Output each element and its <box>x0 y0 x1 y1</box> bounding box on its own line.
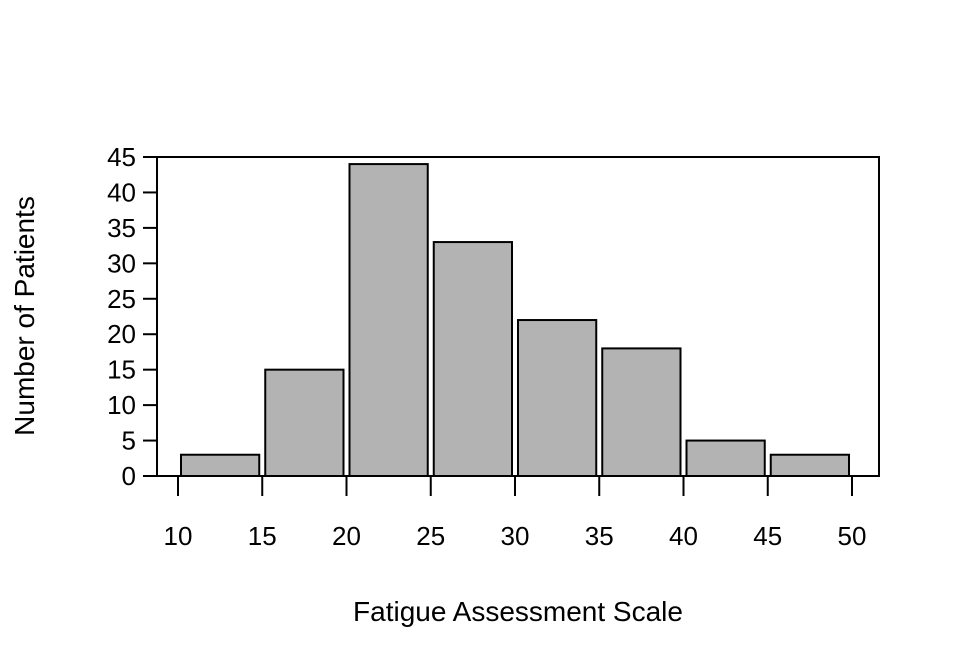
bars <box>180 163 850 478</box>
x-tick-label: 20 <box>332 521 361 551</box>
bar-40-45 <box>685 439 766 477</box>
y-axis: 0 5 10 15 20 25 30 35 40 45 <box>107 142 158 491</box>
x-tick-label: 50 <box>838 521 867 551</box>
x-tick-label: 30 <box>501 521 530 551</box>
x-tick-label: 15 <box>248 521 277 551</box>
y-tick-label: 35 <box>107 213 136 243</box>
x-tick-label: 10 <box>164 521 193 551</box>
bar-10-15 <box>180 453 261 478</box>
x-axis-title: Fatigue Assessment Scale <box>353 596 683 627</box>
x-tick-label: 45 <box>753 521 782 551</box>
x-tick-label: 25 <box>416 521 445 551</box>
x-tick-label: 40 <box>669 521 698 551</box>
y-tick-label: 25 <box>107 284 136 314</box>
bar-45-50 <box>769 453 850 478</box>
bar-30-35 <box>517 319 598 477</box>
y-tick-label: 45 <box>107 142 136 172</box>
x-tick-label: 35 <box>585 521 614 551</box>
y-tick-label: 10 <box>107 390 136 420</box>
bar-20-25 <box>348 163 429 477</box>
y-tick-label: 15 <box>107 355 136 385</box>
bar-15-20 <box>264 368 345 477</box>
y-tick-label: 40 <box>107 177 136 207</box>
bar-35-40 <box>601 347 682 477</box>
y-tick-label: 0 <box>122 461 136 491</box>
y-tick-label: 30 <box>107 248 136 278</box>
y-tick-label: 5 <box>122 426 136 456</box>
y-tick-label: 20 <box>107 319 136 349</box>
y-axis-title: Number of Patients <box>9 196 40 436</box>
bar-25-30 <box>432 241 513 477</box>
x-axis: 10 15 20 25 30 35 40 45 50 <box>164 475 867 551</box>
